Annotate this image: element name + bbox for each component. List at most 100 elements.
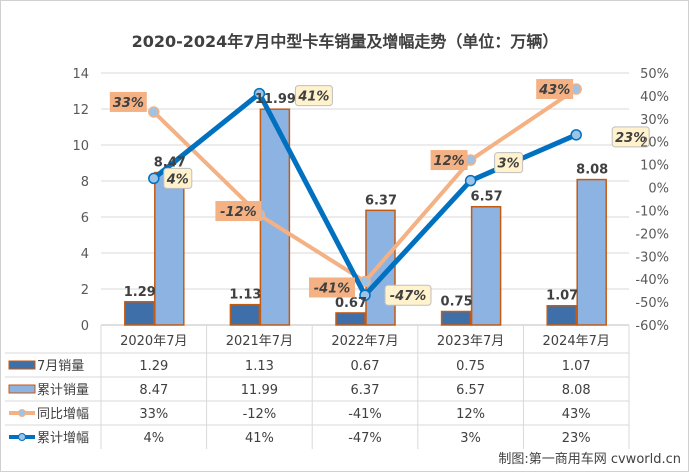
- line-data-label: -41%: [314, 281, 351, 296]
- left-tick-label: 10: [72, 139, 89, 154]
- bar-cumulative: [470, 205, 502, 326]
- category-label: 2022年7月: [331, 334, 398, 349]
- table-cell: 6.57: [456, 383, 485, 398]
- left-tick-label: 14: [72, 67, 89, 82]
- line-data-label: 33%: [113, 96, 144, 111]
- table-cell: 33%: [139, 407, 168, 422]
- right-tick-label: 40%: [640, 90, 669, 105]
- category-label: 2021年7月: [226, 334, 293, 349]
- chart-title: 2020-2024年7月中型卡车销量及增幅走势（单位：万辆）: [132, 32, 559, 51]
- line-label-box: [536, 79, 574, 100]
- category-label: 2020年7月: [120, 334, 187, 349]
- bar-monthly: [546, 304, 577, 326]
- legend-label: 累计增幅: [37, 431, 89, 446]
- table-cell: 1.29: [139, 359, 168, 374]
- line-label-box: [109, 91, 147, 112]
- table-cell: 12%: [456, 407, 485, 422]
- legend-label: 7月销量: [37, 359, 84, 374]
- category-label: 2024年7月: [543, 334, 610, 349]
- table-cell: 3%: [460, 431, 481, 446]
- right-tick-label: -40%: [635, 273, 669, 288]
- line-data-label: 41%: [297, 90, 329, 105]
- line-marker: [570, 129, 582, 141]
- bar-monthly: [440, 310, 472, 326]
- legend-marker: [18, 409, 26, 417]
- table-cell: 8.47: [139, 383, 168, 398]
- table-cell: 0.75: [456, 359, 485, 374]
- line-label-box: [215, 201, 262, 222]
- table-cell: 4%: [143, 431, 164, 446]
- line-data-label: 43%: [538, 83, 570, 98]
- right-tick-label: -30%: [635, 250, 669, 265]
- right-tick-label: 50%: [640, 67, 669, 82]
- bar-cumulative: [576, 178, 607, 326]
- line-marker: [464, 174, 477, 187]
- right-tick-label: 10%: [640, 159, 669, 174]
- line-label-box: [611, 126, 650, 148]
- table-cell: 6.37: [351, 383, 380, 398]
- bar-monthly: [124, 301, 155, 326]
- bar-monthly: [229, 303, 261, 326]
- line-label-box: [494, 152, 524, 174]
- legend-marker: [18, 433, 26, 441]
- line-data-label: 4%: [166, 172, 189, 187]
- table-cell: 23%: [562, 431, 591, 446]
- line-label-box: [309, 277, 355, 298]
- line-label-box: [384, 284, 432, 306]
- right-tick-label: -10%: [635, 204, 669, 219]
- legend-label: 累计销量: [37, 383, 89, 398]
- bar-data-label: 1.07: [546, 289, 578, 304]
- right-tick-label: 0%: [648, 182, 669, 197]
- line-data-label: -12%: [220, 205, 257, 220]
- bar-data-label: 0.67: [335, 296, 367, 311]
- line-data-label: 3%: [498, 157, 520, 172]
- left-tick-label: 4: [81, 247, 89, 262]
- line-data-label: -47%: [390, 289, 427, 304]
- table-cell: 11.99: [241, 383, 278, 398]
- table-cell: 0.67: [351, 359, 380, 374]
- line-label-box: [294, 85, 333, 107]
- category-label: 2023年7月: [437, 334, 504, 349]
- bar-data-label: 1.13: [229, 288, 261, 303]
- left-tick-label: 0: [81, 319, 89, 334]
- bar-data-label: 0.75: [441, 295, 473, 310]
- line-marker: [359, 289, 371, 301]
- table-cell: -12%: [243, 407, 277, 422]
- line-data-label: 23%: [615, 131, 646, 146]
- bar-data-label: 11.99: [255, 92, 296, 107]
- bar-data-label: 8.08: [576, 163, 608, 178]
- line-data-label: 12%: [434, 154, 465, 169]
- bar-data-label: 1.29: [124, 285, 156, 300]
- source-credit: 制图:第一商用车网 cvworld.cn: [498, 451, 681, 467]
- line-marker: [253, 87, 266, 100]
- right-tick-label: -20%: [635, 227, 669, 242]
- table-cell: 1.07: [562, 359, 591, 374]
- table-cell: -41%: [348, 407, 382, 422]
- line-label-box: [430, 150, 468, 171]
- legend-swatch: [8, 384, 36, 394]
- right-tick-label: -50%: [635, 296, 669, 311]
- table-cell: 41%: [245, 431, 274, 446]
- table-cell: 8.08: [562, 383, 591, 398]
- right-tick-label: 20%: [640, 136, 669, 151]
- line-marker: [148, 172, 160, 185]
- bar-data-label: 8.47: [154, 156, 186, 171]
- left-tick-label: 2: [81, 283, 89, 298]
- right-tick-label: -60%: [635, 319, 669, 334]
- bar-data-label: 6.37: [365, 193, 397, 208]
- bar-monthly: [335, 312, 366, 326]
- table-cell: 43%: [562, 407, 591, 422]
- legend-swatch: [8, 360, 36, 370]
- line-label-box: [163, 167, 193, 189]
- left-tick-label: 6: [81, 211, 89, 226]
- table-cell: -47%: [348, 431, 382, 446]
- bar-cumulative: [154, 171, 185, 326]
- left-tick-label: 8: [81, 175, 89, 190]
- table-cell: 1.13: [245, 359, 274, 374]
- left-tick-label: 12: [72, 103, 89, 118]
- bar-data-label: 6.57: [471, 190, 503, 205]
- right-tick-label: 30%: [640, 113, 669, 128]
- legend-label: 同比增幅: [37, 407, 89, 422]
